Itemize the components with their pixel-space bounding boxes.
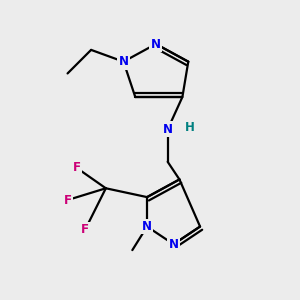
- Text: N: N: [142, 220, 152, 233]
- Text: N: N: [169, 238, 178, 251]
- Text: N: N: [118, 55, 128, 68]
- Text: N: N: [151, 38, 161, 50]
- Text: F: F: [72, 161, 80, 174]
- Text: F: F: [64, 194, 72, 207]
- Text: H: H: [185, 122, 195, 134]
- Text: N: N: [163, 123, 173, 136]
- Text: F: F: [81, 223, 89, 236]
